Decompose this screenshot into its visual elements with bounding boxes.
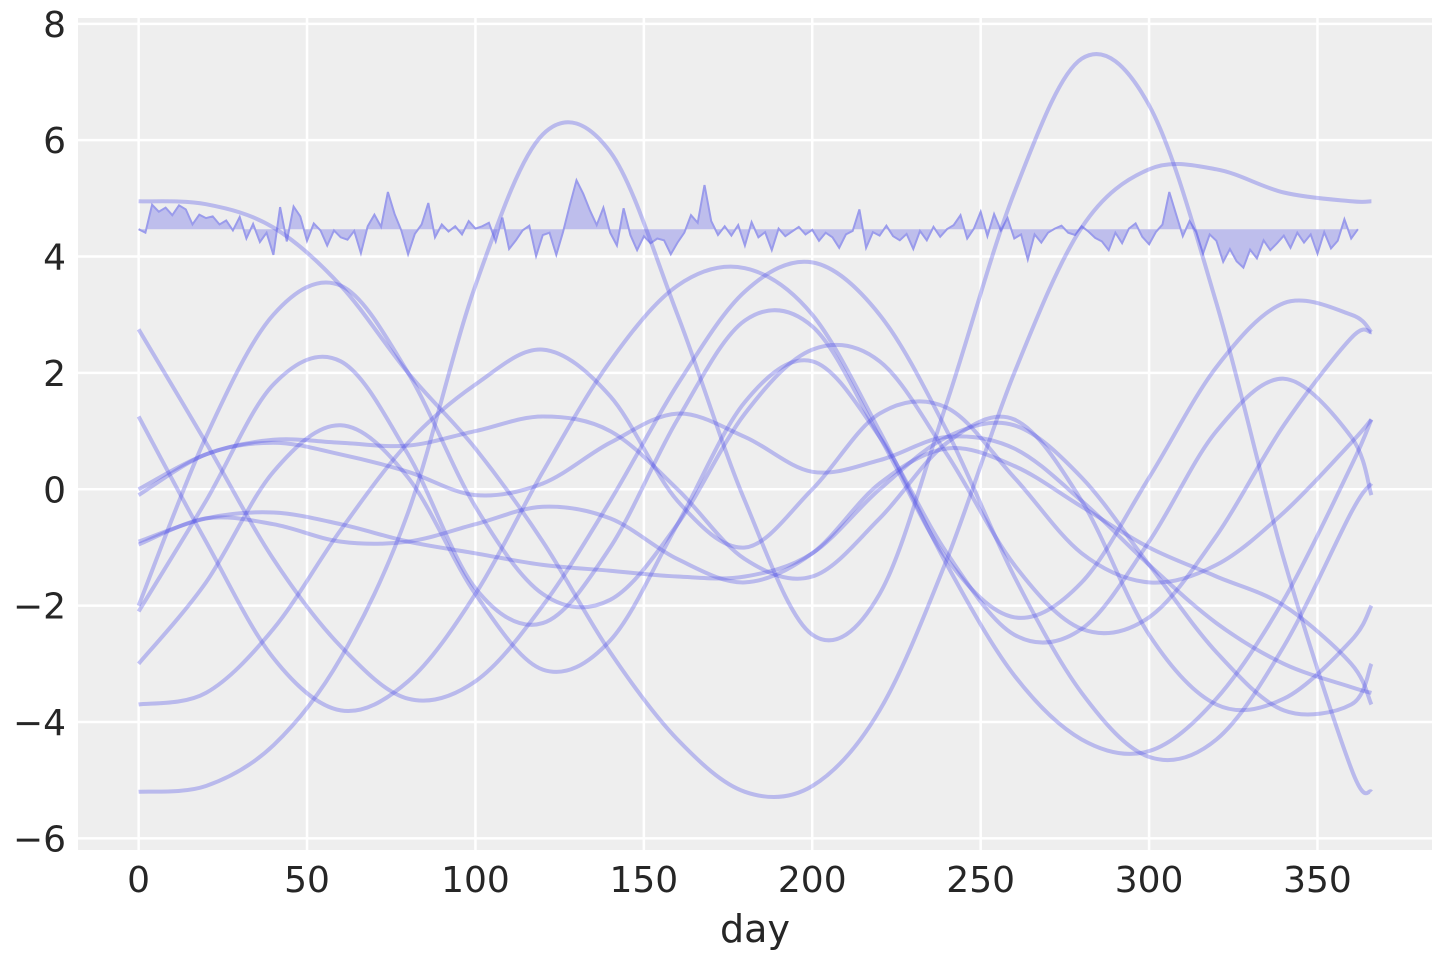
y-tick-label: 8 [43, 5, 66, 46]
sample-line-9 [137, 411, 1372, 695]
sample-line-4 [136, 264, 1374, 756]
series-lines [136, 52, 1374, 800]
sample-line-3 [136, 259, 1374, 762]
y-tick-label: 2 [43, 354, 66, 395]
sample-line-10 [137, 446, 1374, 706]
sample-line-2 [138, 52, 1373, 796]
sample-line-7 [137, 358, 1374, 674]
grid [78, 18, 1432, 850]
y-tick-label: −2 [13, 587, 66, 628]
sample-line-6 [136, 298, 1373, 627]
x-tick-label: 300 [1115, 860, 1184, 901]
plot-background [78, 18, 1432, 850]
y-tick-label: 4 [43, 238, 66, 279]
x-tick-labels: 0 50 100 150 200 250 300 350 [127, 860, 1352, 901]
sample-line-12 [137, 420, 1374, 717]
uncertainty-band [138, 177, 1359, 270]
y-tick-label: 6 [43, 121, 66, 162]
x-tick-label: 250 [946, 860, 1015, 901]
x-tick-label: 150 [609, 860, 678, 901]
x-tick-label: 100 [441, 860, 510, 901]
band-area [138, 177, 1359, 270]
x-tick-label: 200 [778, 860, 847, 901]
y-tick-label: −4 [13, 703, 66, 744]
sample-line-1 [138, 162, 1372, 800]
x-tick-label: 0 [127, 860, 150, 901]
y-tick-label: 0 [43, 470, 66, 511]
y-tick-labels: −6 −4 −2 0 2 4 6 8 [13, 5, 66, 861]
x-axis-label: day [720, 907, 790, 951]
x-tick-label: 350 [1283, 860, 1352, 901]
y-tick-label: −6 [13, 819, 66, 860]
x-tick-label: 50 [284, 860, 330, 901]
sample-line-11 [137, 414, 1374, 713]
sample-line-5 [136, 280, 1372, 636]
sample-line-8 [138, 347, 1373, 707]
